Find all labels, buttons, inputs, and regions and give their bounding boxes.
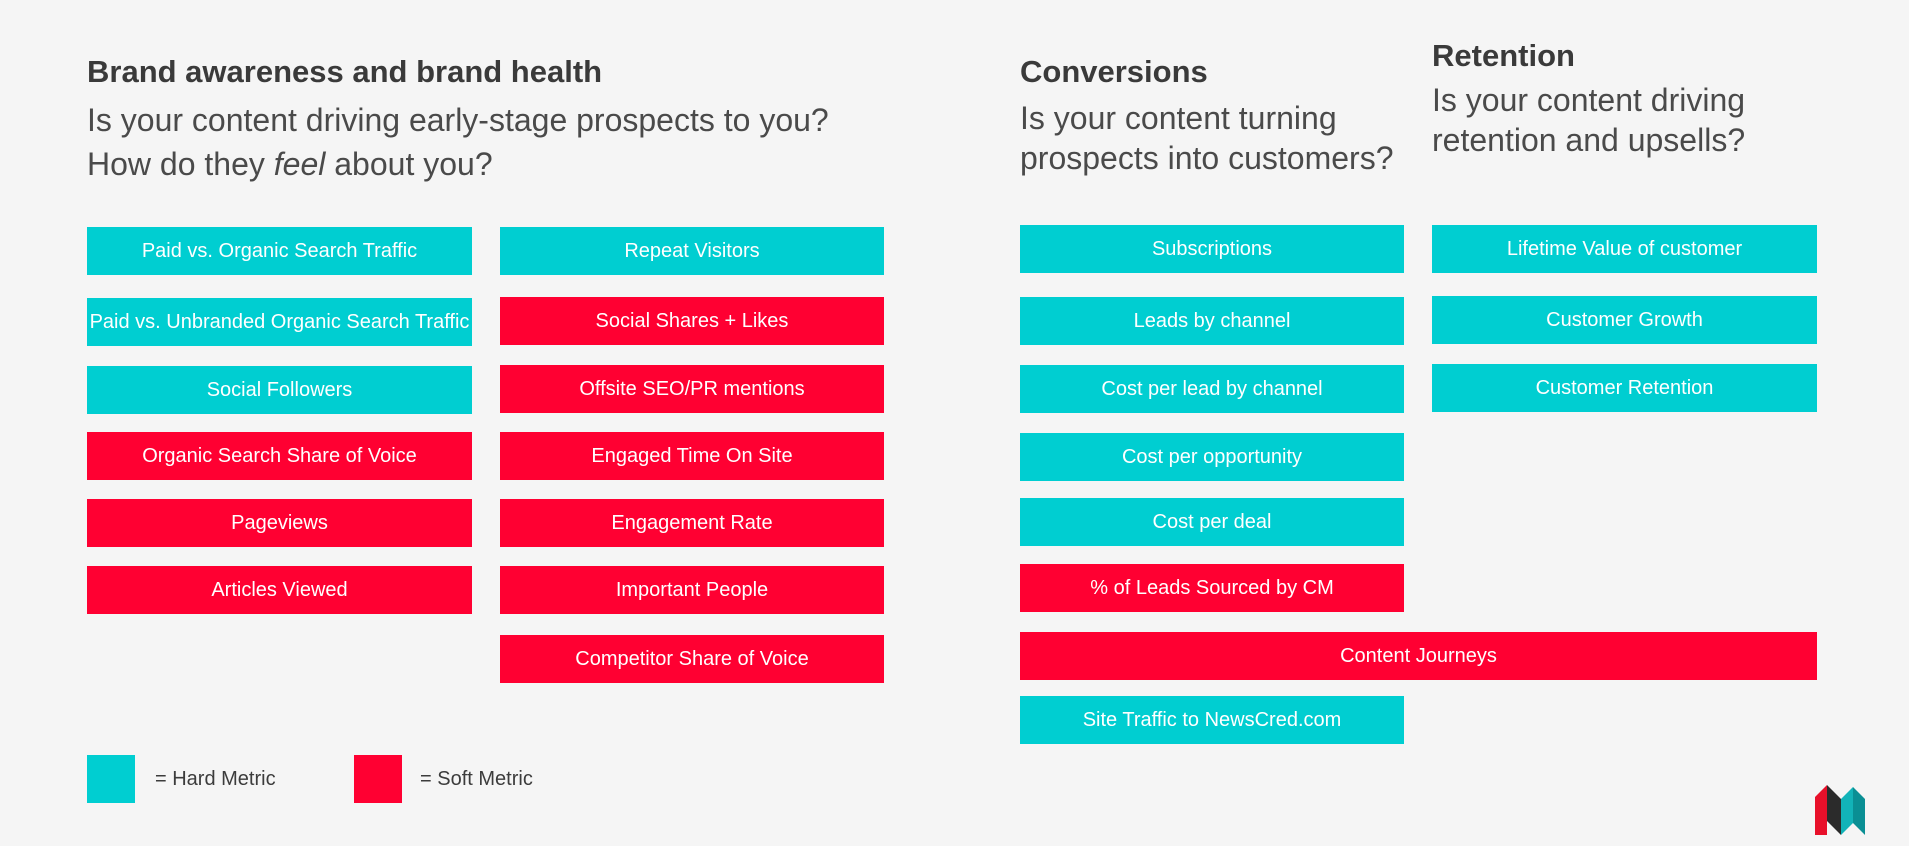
metric-label: Paid vs. Unbranded Organic Search Traffi… xyxy=(89,310,470,333)
brand-subtitle-line2: How do they feel about you? xyxy=(87,142,829,186)
metric-label: Pageviews xyxy=(231,511,328,534)
metric-label: Customer Retention xyxy=(1535,376,1714,399)
metric-label: Content Journeys xyxy=(1340,644,1497,667)
metric-label: Subscriptions xyxy=(1151,237,1273,260)
metric-box: Subscriptions xyxy=(1020,225,1404,273)
metric-box: Site Traffic to NewsCred.com xyxy=(1020,696,1404,744)
legend-hard-label: = Hard Metric xyxy=(155,768,276,790)
metric-box: Customer Retention xyxy=(1432,364,1817,412)
metric-label: Repeat Visitors xyxy=(624,239,760,262)
metric-label: Important People xyxy=(615,578,769,601)
metric-label: Lifetime Value of customer xyxy=(1506,237,1743,260)
newscred-logo-icon xyxy=(1815,785,1865,835)
retention-heading: Retention xyxy=(1432,38,1575,73)
retention-subtitle-line2: retention and upsells? xyxy=(1432,122,1746,158)
metric-label: Social Shares + Likes xyxy=(595,309,789,332)
metric-box-wide: Content Journeys xyxy=(1020,632,1817,680)
metric-box: Paid vs. Organic Search Traffic xyxy=(87,227,472,275)
metric-box: % of Leads Sourced by CM xyxy=(1020,564,1404,612)
legend-hard-swatch xyxy=(87,755,135,803)
metric-box: Customer Growth xyxy=(1432,296,1817,344)
metric-label: Paid vs. Organic Search Traffic xyxy=(141,239,418,262)
retention-subtitle-line1: Is your content driving xyxy=(1432,82,1746,118)
metric-box: Lifetime Value of customer xyxy=(1432,225,1817,273)
metric-box: Repeat Visitors xyxy=(500,227,884,275)
metric-label: Articles Viewed xyxy=(211,578,348,601)
conversions-subtitle: Is your content turning prospects into c… xyxy=(1020,98,1394,178)
metric-label: Cost per deal xyxy=(1152,510,1272,533)
conversions-subtitle-line1: Is your content turning xyxy=(1020,100,1337,136)
metric-label: % of Leads Sourced by CM xyxy=(1090,576,1334,599)
metric-label: Cost per lead by channel xyxy=(1101,377,1323,400)
metric-label: Engagement Rate xyxy=(611,511,773,534)
metric-box: Important People xyxy=(500,566,884,614)
conversions-heading: Conversions xyxy=(1020,54,1208,89)
metric-box: Cost per lead by channel xyxy=(1020,365,1404,413)
metric-box: Offsite SEO/PR mentions xyxy=(500,365,884,413)
brand-subtitle-line2-start: How do they xyxy=(87,146,274,182)
brand-subtitle-line2-end: about you? xyxy=(325,146,493,182)
metric-box: Social Followers xyxy=(87,366,472,414)
metric-box: Articles Viewed xyxy=(87,566,472,614)
legend-soft-label: = Soft Metric xyxy=(420,768,533,790)
metric-box: Cost per opportunity xyxy=(1020,433,1404,481)
metric-box: Organic Search Share of Voice xyxy=(87,432,472,480)
metric-box: Competitor Share of Voice xyxy=(500,635,884,683)
metric-label: Customer Growth xyxy=(1546,308,1703,331)
legend-soft-swatch xyxy=(354,755,402,803)
brand-subtitle-line1: Is your content driving early-stage pros… xyxy=(87,102,829,138)
metric-label: Leads by channel xyxy=(1133,309,1291,332)
metric-label: Cost per opportunity xyxy=(1121,445,1303,468)
metric-box: Pageviews xyxy=(87,499,472,547)
metric-label: Organic Search Share of Voice xyxy=(142,444,417,467)
brand-subtitle-emphasis: feel xyxy=(273,146,326,182)
metric-box: Cost per deal xyxy=(1020,498,1404,546)
metric-label: Engaged Time On Site xyxy=(591,444,793,467)
metric-label: Social Followers xyxy=(206,378,353,401)
metric-box: Engagement Rate xyxy=(500,499,884,547)
metric-box: Paid vs. Unbranded Organic Search Traffi… xyxy=(87,298,472,346)
conversions-subtitle-line2: prospects into customers? xyxy=(1020,140,1394,176)
metric-box: Engaged Time On Site xyxy=(500,432,884,480)
brand-subtitle: Is your content driving early-stage pros… xyxy=(87,98,829,186)
metric-box: Leads by channel xyxy=(1020,297,1404,345)
brand-heading: Brand awareness and brand health xyxy=(87,54,603,89)
retention-subtitle: Is your content driving retention and up… xyxy=(1432,80,1745,160)
metric-box: Social Shares + Likes xyxy=(500,297,884,345)
metric-label: Competitor Share of Voice xyxy=(575,647,809,670)
metric-label: Offsite SEO/PR mentions xyxy=(579,377,805,400)
metric-label: Site Traffic to NewsCred.com xyxy=(1082,708,1342,731)
